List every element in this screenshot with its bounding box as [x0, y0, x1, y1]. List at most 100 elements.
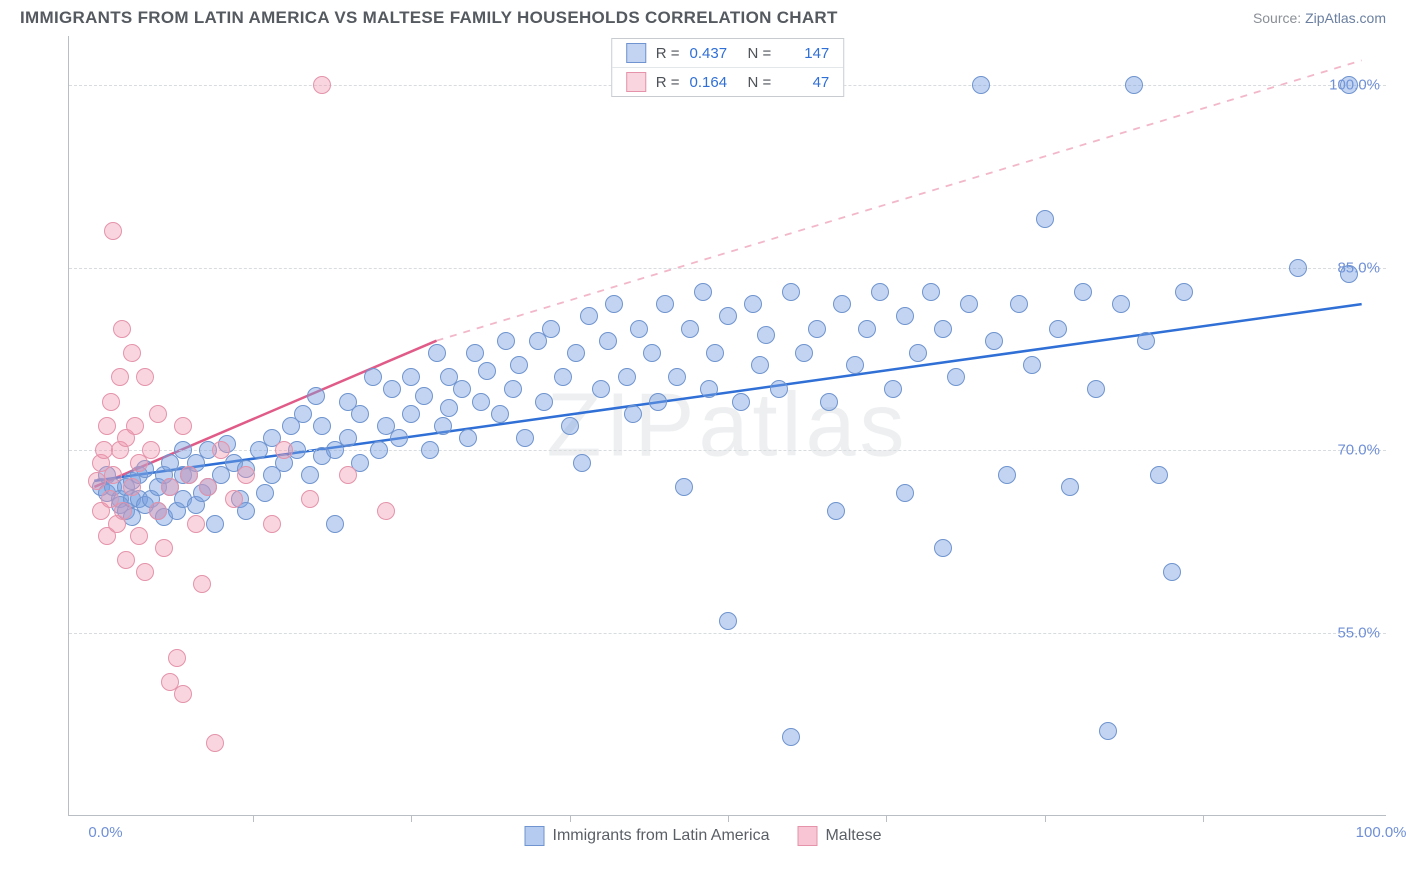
data-point: [113, 320, 131, 338]
data-point: [102, 393, 120, 411]
data-point: [123, 478, 141, 496]
data-point: [668, 368, 686, 386]
data-point: [180, 466, 198, 484]
data-point: [827, 502, 845, 520]
data-point: [846, 356, 864, 374]
r-label: R =: [656, 74, 680, 91]
data-point: [402, 405, 420, 423]
data-point: [212, 441, 230, 459]
data-point: [136, 563, 154, 581]
data-point: [377, 502, 395, 520]
data-point: [782, 728, 800, 746]
x-tick: [886, 815, 887, 822]
r-label: R =: [656, 45, 680, 62]
data-point: [757, 326, 775, 344]
data-point: [149, 502, 167, 520]
data-point: [770, 380, 788, 398]
data-point: [263, 515, 281, 533]
data-point: [472, 393, 490, 411]
data-point: [193, 575, 211, 593]
data-point: [624, 405, 642, 423]
data-point: [491, 405, 509, 423]
data-point: [275, 441, 293, 459]
data-point: [656, 295, 674, 313]
legend-swatch: [525, 826, 545, 846]
data-point: [630, 320, 648, 338]
data-point: [1175, 283, 1193, 301]
data-point: [130, 527, 148, 545]
data-point: [1099, 722, 1117, 740]
gridline: [69, 268, 1386, 269]
data-point: [149, 405, 167, 423]
y-tick-label: 55.0%: [1337, 625, 1380, 642]
data-point: [934, 539, 952, 557]
x-axis-label: 0.0%: [88, 824, 122, 841]
data-point: [719, 612, 737, 630]
legend-row: R =0.164N =47: [612, 67, 844, 96]
legend-swatch: [797, 826, 817, 846]
data-point: [744, 295, 762, 313]
data-point: [225, 490, 243, 508]
data-point: [820, 393, 838, 411]
series-legend-item: Immigrants from Latin America: [525, 826, 770, 846]
chart-header: IMMIGRANTS FROM LATIN AMERICA VS MALTESE…: [0, 0, 1406, 34]
y-tick-label: 70.0%: [1337, 442, 1380, 459]
legend-swatch: [626, 43, 646, 63]
data-point: [1289, 259, 1307, 277]
data-point: [795, 344, 813, 362]
data-point: [580, 307, 598, 325]
data-point: [478, 362, 496, 380]
data-point: [554, 368, 572, 386]
data-point: [1036, 210, 1054, 228]
data-point: [567, 344, 585, 362]
data-point: [751, 356, 769, 374]
data-point: [700, 380, 718, 398]
data-point: [1125, 76, 1143, 94]
data-point: [1061, 478, 1079, 496]
data-point: [681, 320, 699, 338]
data-point: [326, 515, 344, 533]
x-tick: [1203, 815, 1204, 822]
source-link[interactable]: ZipAtlas.com: [1305, 10, 1386, 26]
data-point: [675, 478, 693, 496]
data-point: [985, 332, 1003, 350]
data-point: [719, 307, 737, 325]
data-point: [459, 429, 477, 447]
n-value: 147: [781, 45, 829, 62]
data-point: [415, 387, 433, 405]
correlation-legend: R =0.437N =147R =0.164N =47: [611, 38, 845, 97]
data-point: [199, 478, 217, 496]
data-point: [782, 283, 800, 301]
data-point: [960, 295, 978, 313]
data-point: [896, 307, 914, 325]
data-point: [155, 539, 173, 557]
data-point: [237, 466, 255, 484]
data-point: [88, 472, 106, 490]
chart-title: IMMIGRANTS FROM LATIN AMERICA VS MALTESE…: [20, 8, 838, 28]
data-point: [168, 649, 186, 667]
data-point: [364, 368, 382, 386]
data-point: [947, 368, 965, 386]
x-tick: [570, 815, 571, 822]
data-point: [605, 295, 623, 313]
data-point: [339, 466, 357, 484]
source-attribution: Source: ZipAtlas.com: [1253, 10, 1386, 26]
data-point: [592, 380, 610, 398]
data-point: [649, 393, 667, 411]
data-point: [706, 344, 724, 362]
data-point: [187, 515, 205, 533]
data-point: [1087, 380, 1105, 398]
legend-row: R =0.437N =147: [612, 39, 844, 67]
trend-lines: [69, 36, 1387, 816]
n-label: N =: [748, 74, 772, 91]
data-point: [440, 399, 458, 417]
data-point: [351, 405, 369, 423]
data-point: [453, 380, 471, 398]
data-point: [174, 417, 192, 435]
data-point: [833, 295, 851, 313]
plot-area: ZIPatlas R =0.437N =147R =0.164N =47 55.…: [68, 36, 1386, 816]
data-point: [390, 429, 408, 447]
data-point: [111, 368, 129, 386]
data-point: [123, 344, 141, 362]
x-tick: [728, 815, 729, 822]
